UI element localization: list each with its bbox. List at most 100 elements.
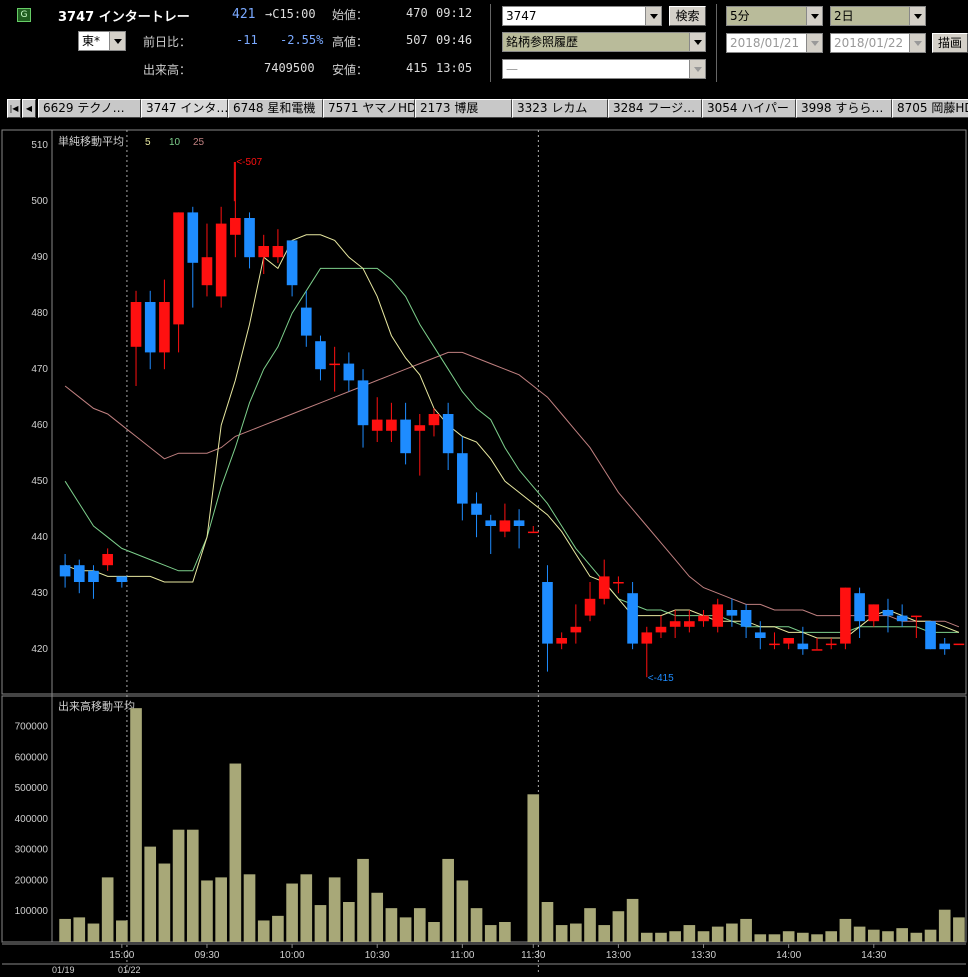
- candle-body: [357, 380, 369, 426]
- volume-bar: [456, 880, 469, 942]
- volume-bar: [612, 911, 625, 942]
- tab-6[interactable]: 3284 フージ…: [608, 99, 702, 118]
- price-tick-label: 470: [31, 364, 48, 375]
- volume-bar: [59, 918, 71, 942]
- chevron-down-icon[interactable]: [109, 32, 125, 50]
- candle-body: [173, 212, 184, 325]
- chevron-down-icon[interactable]: [806, 7, 822, 25]
- volume-bar: [839, 918, 852, 942]
- draw-button[interactable]: 描画: [932, 33, 968, 53]
- date-label: 01/19: [52, 965, 75, 975]
- third-select[interactable]: —: [502, 59, 706, 79]
- ma-legend-10: 10: [169, 137, 181, 148]
- date-from-field[interactable]: 2018/01/21: [726, 33, 823, 53]
- price-tick-label: 450: [31, 476, 48, 487]
- x-tick-label: 14:00: [776, 950, 801, 961]
- volume-panel-frame: [1, 695, 967, 943]
- volume-tick-label: 200000: [15, 875, 49, 886]
- divider: [716, 4, 717, 82]
- candle-body: [442, 414, 454, 454]
- price-tick-label: 490: [31, 252, 48, 263]
- volume-bar: [172, 829, 185, 942]
- candle-body: [911, 615, 922, 618]
- tab-8[interactable]: 3998 すらら…: [796, 99, 892, 118]
- candle-body: [598, 576, 610, 599]
- history-select[interactable]: 銘柄参照履歴: [502, 32, 706, 52]
- volume-tick-label: 400000: [15, 814, 49, 825]
- symbol-search-input[interactable]: 3747: [502, 6, 662, 26]
- group-icon[interactable]: G: [17, 8, 31, 22]
- candle-body: [953, 643, 965, 646]
- volume-bar: [343, 902, 355, 942]
- current-price: 421: [232, 7, 256, 22]
- price-tick-label: 440: [31, 532, 48, 543]
- low-value: 415: [406, 61, 428, 75]
- chevron-down-icon[interactable]: [645, 7, 661, 25]
- candle-body: [613, 582, 624, 584]
- span-select[interactable]: 2日: [830, 6, 926, 26]
- volume-bar: [399, 917, 412, 942]
- volume-bar: [853, 926, 866, 942]
- third-select-value: —: [506, 62, 518, 76]
- candle-body: [343, 363, 355, 381]
- chevron-down-icon[interactable]: [689, 33, 705, 51]
- volume-bar: [882, 931, 894, 942]
- volume-bar: [555, 925, 568, 942]
- volume-bar: [186, 829, 199, 942]
- candle-body: [584, 598, 596, 616]
- candle-body: [244, 218, 255, 258]
- tab-7[interactable]: 3054 ハイパー: [702, 99, 796, 118]
- tab-5[interactable]: 3323 レカム: [512, 99, 608, 118]
- first-tab-icon[interactable]: |◀: [7, 99, 21, 118]
- search-button[interactable]: 検索: [669, 6, 706, 26]
- candle-body: [868, 604, 880, 622]
- tab-2[interactable]: 6748 星和電機: [228, 99, 323, 118]
- volume-bar: [527, 794, 540, 942]
- volume-bar: [726, 923, 738, 942]
- chart-area[interactable]: 5105004904804704604504404304207000006000…: [0, 126, 968, 977]
- x-tick-label: 09:30: [194, 950, 219, 961]
- history-value: 銘柄参照履歴: [506, 35, 579, 49]
- volume-bar: [314, 905, 327, 942]
- volume-bar: [286, 883, 298, 942]
- candle-body: [258, 246, 270, 258]
- stock-name: 3747 インタートレー: [58, 10, 190, 25]
- volume-bar: [570, 923, 582, 942]
- candle-body: [414, 425, 426, 431]
- chevron-down-icon[interactable]: [909, 7, 925, 25]
- volume-bar: [626, 898, 639, 942]
- tab-1[interactable]: 3747 インタ…: [141, 99, 228, 118]
- candle-body: [300, 307, 312, 336]
- tab-3[interactable]: 7571 ヤマノHD: [323, 99, 415, 118]
- x-tick-label: 10:00: [280, 950, 305, 961]
- chevron-down-icon[interactable]: [909, 34, 925, 52]
- volume-bar: [924, 929, 937, 942]
- volume-label: 出来高：: [143, 63, 192, 77]
- candle-body: [712, 604, 724, 627]
- candle-body: [315, 341, 326, 370]
- volume-bar: [640, 932, 653, 942]
- low-time: 13:05: [436, 61, 473, 75]
- volume-bar: [257, 920, 270, 942]
- candle-body: [485, 520, 497, 526]
- candle-body: [896, 615, 908, 622]
- date-to-field[interactable]: 2018/01/22: [830, 33, 926, 53]
- market-select[interactable]: 東*: [78, 31, 126, 51]
- interval-select[interactable]: 5分: [726, 6, 823, 26]
- volume-bar: [357, 858, 369, 942]
- volume-bar: [711, 926, 724, 942]
- volume-bar: [73, 917, 86, 942]
- tab-4[interactable]: 2173 博展: [415, 99, 512, 118]
- candle-body: [88, 570, 99, 582]
- candle-body: [939, 643, 951, 650]
- price-tick-label: 430: [31, 588, 48, 599]
- x-tick-label: 13:00: [606, 950, 631, 961]
- candle-body: [471, 503, 482, 515]
- candle-body: [882, 610, 894, 616]
- prev-tab-icon[interactable]: ◀: [22, 99, 36, 118]
- chevron-down-icon[interactable]: [689, 60, 705, 78]
- chevron-down-icon[interactable]: [806, 34, 822, 52]
- candle-body: [428, 414, 440, 426]
- tab-9[interactable]: 8705 岡藤HD: [892, 99, 968, 118]
- tab-0[interactable]: 6629 テクノ…: [38, 99, 141, 118]
